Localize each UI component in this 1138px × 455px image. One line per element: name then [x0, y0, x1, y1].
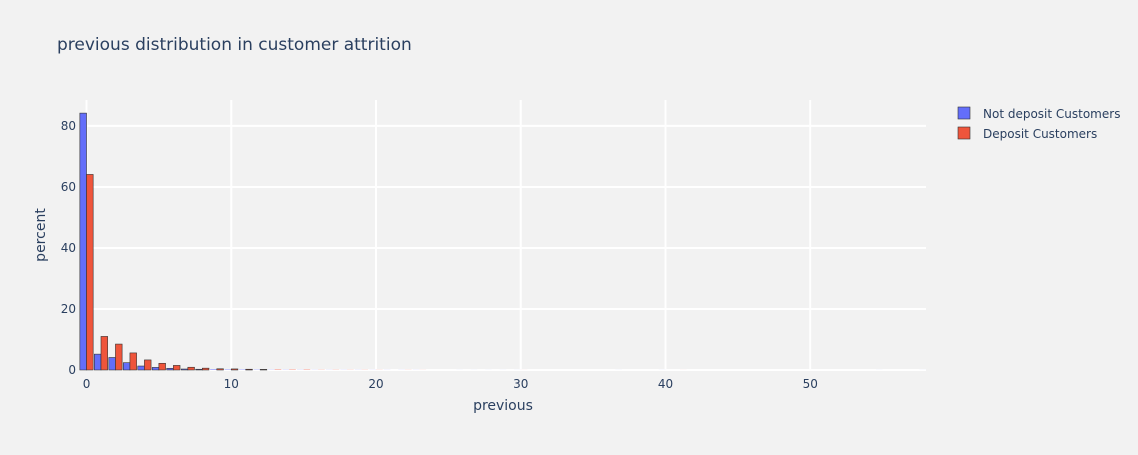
x-tick-label: 10 — [224, 377, 239, 391]
bar-deposit[interactable] — [173, 365, 180, 370]
bar-deposit[interactable] — [101, 336, 108, 370]
bars-layer — [80, 113, 926, 370]
legend-item-not-deposit[interactable]: Not deposit Customers — [958, 107, 1120, 121]
bar-not-deposit[interactable] — [210, 369, 217, 370]
bar-not-deposit[interactable] — [94, 354, 101, 370]
legend-swatch — [958, 127, 970, 139]
legend-swatch — [958, 107, 970, 119]
bar-deposit[interactable] — [115, 344, 122, 370]
bar-not-deposit[interactable] — [138, 366, 145, 370]
bar-not-deposit[interactable] — [167, 368, 174, 370]
x-tick-label: 0 — [83, 377, 91, 391]
bar-deposit[interactable] — [260, 369, 267, 370]
legend-label: Deposit Customers — [983, 127, 1097, 141]
bar-deposit[interactable] — [217, 369, 224, 370]
chart-title: previous distribution in customer attrit… — [57, 35, 412, 55]
y-tick-label: 80 — [61, 119, 76, 133]
bar-not-deposit[interactable] — [80, 113, 87, 370]
bar-deposit[interactable] — [188, 367, 195, 370]
x-tick-label: 30 — [513, 377, 528, 391]
bar-deposit[interactable] — [159, 363, 166, 370]
bar-deposit[interactable] — [202, 368, 209, 370]
x-axis-title: previous — [473, 398, 533, 414]
bar-not-deposit[interactable] — [123, 363, 130, 370]
bar-deposit[interactable] — [130, 353, 137, 370]
y-tick-label: 20 — [61, 302, 76, 316]
x-tick-label: 40 — [658, 377, 673, 391]
legend-item-deposit[interactable]: Deposit Customers — [958, 127, 1097, 141]
legend-label: Not deposit Customers — [983, 107, 1120, 121]
bar-deposit[interactable] — [87, 174, 94, 370]
bar-deposit[interactable] — [246, 369, 253, 370]
axis-layer: 0 10 20 30 40 50 0 20 40 60 80 — [61, 119, 818, 391]
grid-layer — [80, 100, 926, 370]
y-tick-label: 0 — [68, 363, 76, 377]
bar-not-deposit[interactable] — [196, 369, 203, 370]
bar-not-deposit[interactable] — [109, 357, 116, 370]
y-tick-label: 40 — [61, 241, 76, 255]
legend[interactable]: Not deposit Customers Deposit Customers — [958, 107, 1120, 141]
x-tick-label: 50 — [803, 377, 818, 391]
bar-not-deposit[interactable] — [181, 369, 188, 370]
y-tick-label: 60 — [61, 180, 76, 194]
bar-deposit[interactable] — [231, 369, 238, 370]
bar-deposit[interactable] — [144, 360, 151, 370]
bar-not-deposit[interactable] — [152, 367, 159, 370]
x-tick-label: 20 — [368, 377, 383, 391]
y-axis-title: percent — [33, 208, 49, 262]
